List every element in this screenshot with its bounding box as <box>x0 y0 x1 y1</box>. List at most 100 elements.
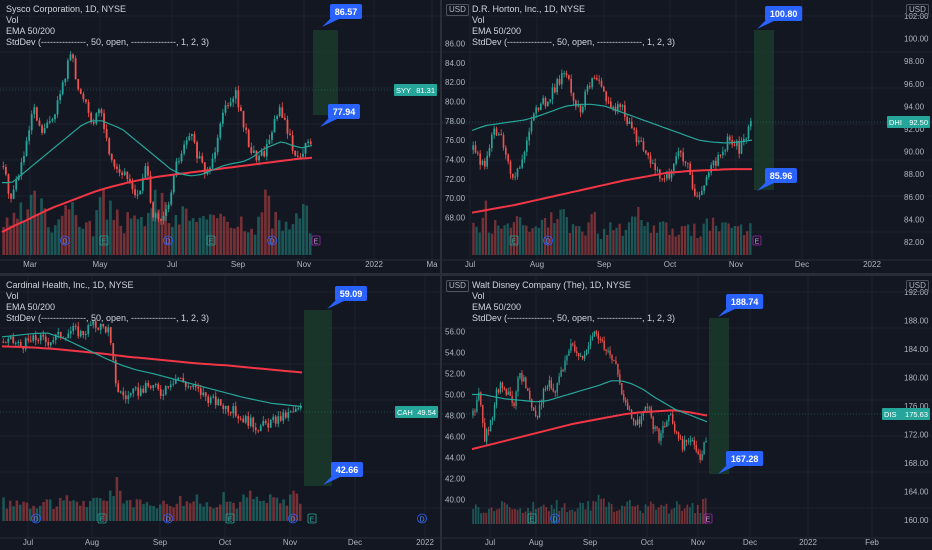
currency-label-right[interactable]: USD <box>906 4 929 16</box>
badge-frame[interactable] <box>543 235 553 246</box>
legend-title[interactable]: D.R. Horton, Inc., 1D, NYSE <box>472 4 586 14</box>
earnings-badge[interactable]: E <box>527 513 537 524</box>
badge-frame[interactable] <box>163 513 173 524</box>
dividend-badge[interactable]: D <box>288 513 298 524</box>
legend-stddev[interactable]: StdDev (---------------, 50, open, -----… <box>472 313 675 323</box>
callout-low[interactable]: 42.66 <box>323 462 363 485</box>
badge-frame[interactable] <box>97 513 107 524</box>
callout-high-box[interactable] <box>330 4 362 19</box>
badge-frame[interactable] <box>206 235 216 246</box>
earnings-badge[interactable]: E <box>703 513 713 524</box>
legend-stddev[interactable]: StdDev (---------------, 50, open, -----… <box>6 313 209 323</box>
legend-ema[interactable]: EMA 50/200 <box>472 26 522 36</box>
badge-frame[interactable] <box>527 513 537 524</box>
callout-low-box[interactable] <box>331 462 363 477</box>
earnings-badge[interactable]: E <box>509 235 519 246</box>
candle-body <box>576 351 578 354</box>
badge-frame[interactable] <box>99 235 109 246</box>
callout-high[interactable]: 188.74 <box>718 294 764 317</box>
volume-bar <box>301 204 305 255</box>
dividend-badge[interactable]: D <box>163 235 173 246</box>
chart-canvas-sysco[interactable]: 86.57 77.94 D E D E D E Mar May Jul Sep Nov 2022 Ma SYY… <box>0 0 440 273</box>
badge-frame[interactable] <box>311 235 321 246</box>
badge-frame[interactable] <box>31 513 41 524</box>
earnings-badge[interactable]: E <box>99 235 109 246</box>
price-tag-bg[interactable] <box>882 408 930 420</box>
y-tick-label-left: 84.00 <box>445 59 466 68</box>
badge-frame[interactable] <box>60 235 70 246</box>
currency-label-left[interactable]: USD <box>446 4 469 16</box>
callout-high[interactable]: 86.57 <box>322 4 362 27</box>
currency-label-left[interactable]: USD <box>446 280 469 292</box>
legend-title[interactable]: Walt Disney Company (The), 1D, NYSE <box>472 280 631 290</box>
badge-frame[interactable] <box>509 235 519 246</box>
callout-high-box[interactable] <box>335 286 367 301</box>
volume-bar <box>5 217 9 255</box>
legend-ema[interactable]: EMA 50/200 <box>472 302 522 312</box>
legend-stddev[interactable]: StdDev (---------------, 50, open, -----… <box>472 37 675 47</box>
legend-stddev[interactable]: StdDev (---------------, 50, open, -----… <box>6 37 209 47</box>
legend-ema[interactable]: EMA 50/200 <box>6 26 56 36</box>
price-tag-bg[interactable] <box>395 406 438 418</box>
legend-title[interactable]: Sysco Corporation, 1D, NYSE <box>6 4 127 14</box>
badge-frame[interactable] <box>267 235 277 246</box>
callout-high-box[interactable] <box>765 6 803 21</box>
currency-label-right[interactable]: USD <box>906 280 929 292</box>
badge-frame[interactable] <box>417 513 427 524</box>
y-tick-label-left: 72.00 <box>445 175 466 184</box>
legend-vol[interactable]: Vol <box>472 15 485 25</box>
price-tag-bg[interactable] <box>394 84 437 96</box>
price-tag[interactable]: DHI 92.50 <box>887 116 930 128</box>
dividend-badge[interactable]: D <box>543 235 553 246</box>
badge-frame[interactable] <box>225 513 235 524</box>
price-tag[interactable]: SYY 81.31 <box>394 84 437 96</box>
panel-divider-horizontal[interactable] <box>0 273 932 276</box>
chart-panel-drhorton[interactable]: 100.80 85.96 E D E Jul Aug Sep Oct Nov Dec 2022 86.0… <box>442 0 932 273</box>
callout-high-box[interactable] <box>726 294 764 309</box>
earnings-badge[interactable]: E <box>206 235 216 246</box>
earnings-badge[interactable]: E <box>97 513 107 524</box>
badge-frame[interactable] <box>307 513 317 524</box>
legend-vol[interactable]: Vol <box>472 291 485 301</box>
callout-high[interactable]: 100.80 <box>757 6 803 29</box>
chart-panel-cardinal[interactable]: 59.09 42.66 D E D E D E D Jul Aug Sep Oct Nov Dec 2022 C… <box>0 276 440 550</box>
dividend-badge[interactable]: D <box>417 513 427 524</box>
chart-canvas-disney[interactable]: 188.74 167.28 E D E Jul Aug Sep Oct Nov Dec 2022 Feb… <box>442 276 932 550</box>
volume-bar <box>85 507 89 521</box>
legend-ema[interactable]: EMA 50/200 <box>6 302 56 312</box>
legend-vol[interactable]: Vol <box>6 291 19 301</box>
callout-low-box[interactable] <box>726 451 764 466</box>
earnings-badge[interactable]: E <box>752 235 762 246</box>
callout-high[interactable]: 59.09 <box>327 286 367 309</box>
volume-bar <box>696 238 699 255</box>
candle-body <box>544 388 547 390</box>
chart-panel-sysco[interactable]: 86.57 77.94 D E D E D E Mar May Jul Sep Nov 2022 Ma SYY… <box>0 0 440 273</box>
dividend-badge[interactable]: D <box>550 513 560 524</box>
dividend-badge[interactable]: D <box>163 513 173 524</box>
earnings-badge[interactable]: E <box>307 513 317 524</box>
badge-frame[interactable] <box>163 235 173 246</box>
price-tag-bg[interactable] <box>887 116 930 128</box>
chart-panel-disney[interactable]: 188.74 167.28 E D E Jul Aug Sep Oct Nov Dec 2022 Feb… <box>442 276 932 550</box>
chart-canvas-drhorton[interactable]: 100.80 85.96 E D E Jul Aug Sep Oct Nov Dec 2022 86.0… <box>442 0 932 273</box>
price-tag[interactable]: DIS 175.63 <box>882 408 930 420</box>
badge-frame[interactable] <box>703 513 713 524</box>
callout-low-box[interactable] <box>765 168 797 183</box>
dividend-badge[interactable]: D <box>60 235 70 246</box>
earnings-badge[interactable]: E <box>311 235 321 246</box>
callout-low[interactable]: 85.96 <box>757 168 797 191</box>
price-tag[interactable]: CAH 49.54 <box>395 406 438 418</box>
dividend-badge[interactable]: D <box>267 235 277 246</box>
callout-low[interactable]: 77.94 <box>320 104 360 127</box>
callout-low-box[interactable] <box>328 104 360 119</box>
callout-low[interactable]: 167.28 <box>718 451 764 474</box>
badge-frame[interactable] <box>288 513 298 524</box>
legend-vol[interactable]: Vol <box>6 15 19 25</box>
candle-body <box>617 363 619 375</box>
earnings-badge[interactable]: E <box>225 513 235 524</box>
badge-frame[interactable] <box>550 513 560 524</box>
dividend-badge[interactable]: D <box>31 513 41 524</box>
chart-canvas-cardinal[interactable]: 59.09 42.66 D E D E D E D Jul Aug Sep Oct Nov Dec 2022 C… <box>0 276 440 550</box>
legend-title[interactable]: Cardinal Health, Inc., 1D, NYSE <box>6 280 134 290</box>
badge-frame[interactable] <box>752 235 762 246</box>
